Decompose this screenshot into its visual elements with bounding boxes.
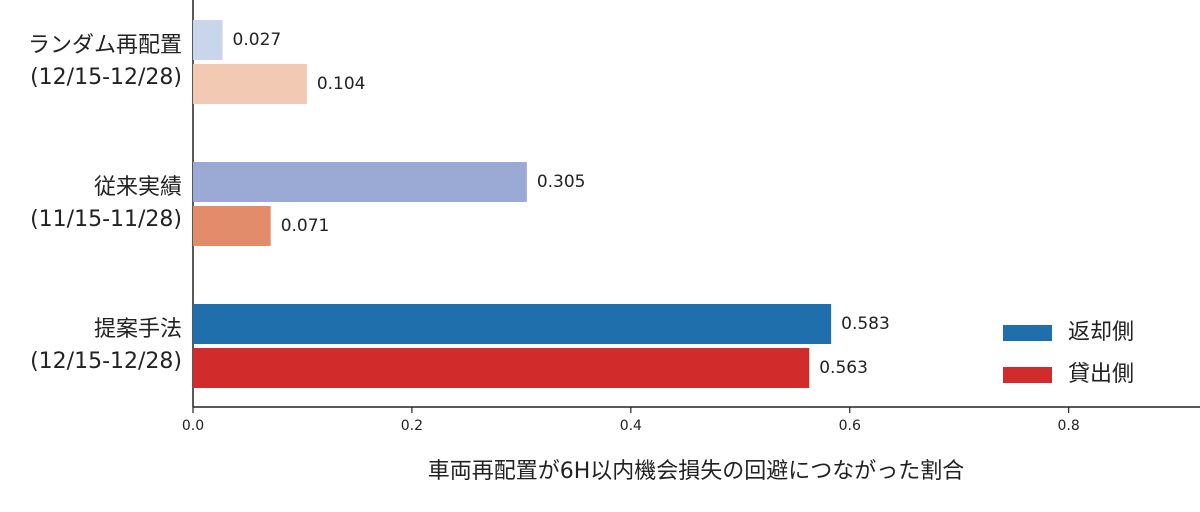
value-label: 0.583: [841, 314, 890, 334]
bar: [193, 304, 832, 344]
bar: [193, 64, 307, 104]
category-label: ランダム再配置 (12/15-12/28): [27, 33, 182, 90]
bar: [193, 206, 271, 246]
x-tick-label: 0.4: [620, 418, 642, 434]
x-tick-label: 0.8: [1058, 418, 1080, 434]
value-label: 0.104: [317, 74, 366, 94]
value-label: 0.563: [819, 358, 868, 378]
x-tick-label: 0.6: [839, 418, 861, 434]
bar: [193, 348, 810, 388]
x-axis-label: 車両再配置が6H以内機会損失の回避につながった割合: [428, 459, 965, 484]
value-label: 0.071: [281, 216, 330, 236]
category-label: 提案手法 (12/15-12/28): [30, 317, 182, 374]
x-tick-label: 0.0: [182, 418, 204, 434]
x-tick-label: 0.2: [401, 418, 423, 434]
bar: [193, 162, 527, 202]
legend-swatch: [1003, 325, 1052, 341]
bar: [193, 20, 223, 60]
value-label: 0.305: [537, 172, 586, 192]
legend-label: 貸出側: [1068, 362, 1134, 387]
value-label: 0.027: [233, 30, 282, 50]
category-label: 従来実績 (11/15-11/28): [30, 175, 182, 232]
legend-swatch: [1003, 367, 1052, 383]
legend-label: 返却側: [1068, 320, 1134, 345]
